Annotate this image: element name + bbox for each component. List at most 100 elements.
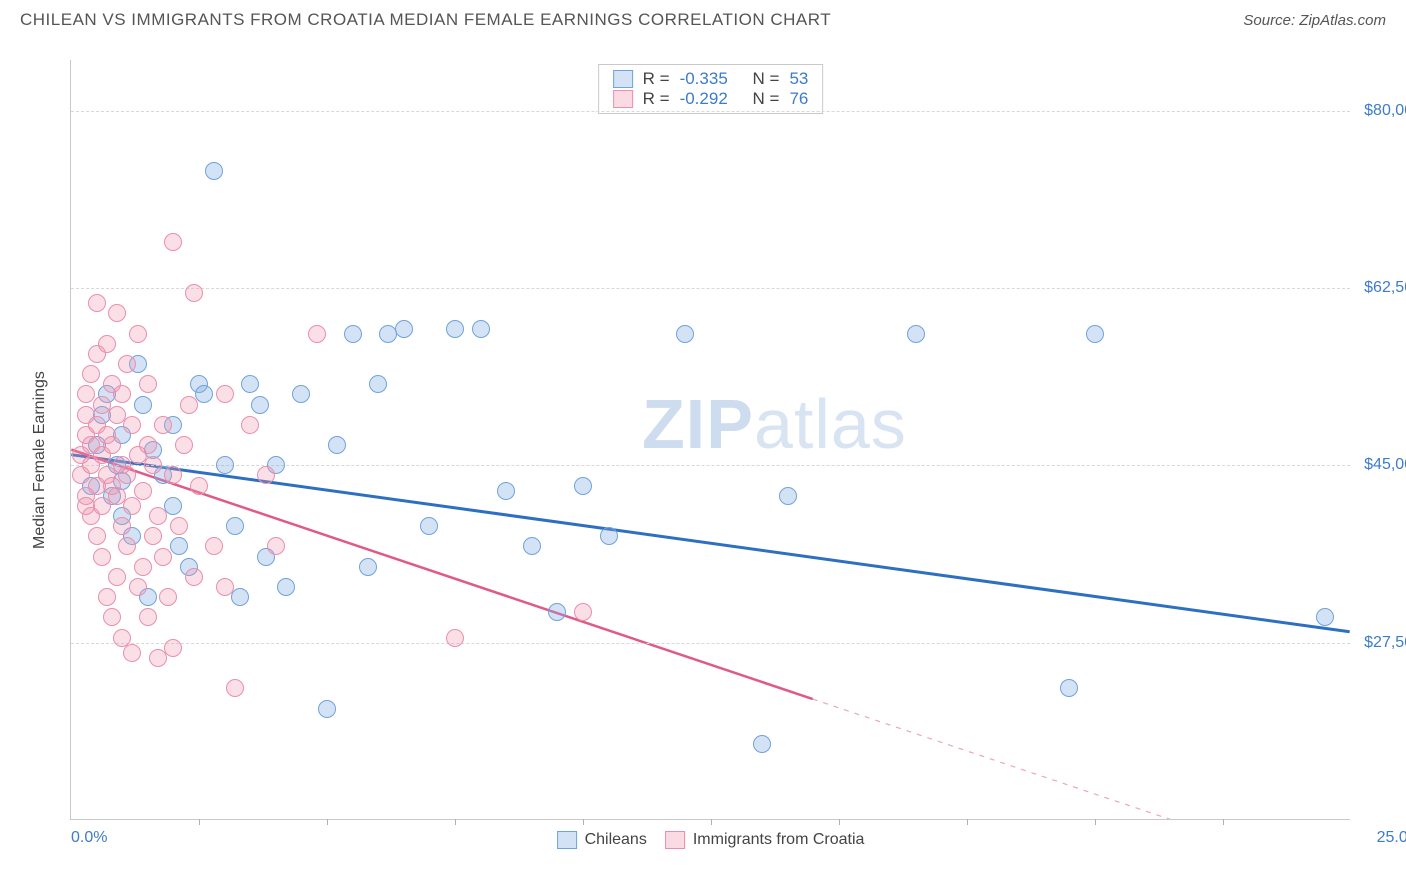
data-point — [118, 466, 136, 484]
gridline — [71, 288, 1350, 289]
data-point — [241, 416, 259, 434]
legend-row-1: R = -0.335 N = 53 — [613, 69, 809, 89]
swatch-pink — [613, 90, 633, 108]
data-point — [344, 325, 362, 343]
x-tick — [967, 819, 968, 825]
data-point — [118, 355, 136, 373]
watermark: ZIPatlas — [642, 384, 907, 464]
data-point — [139, 608, 157, 626]
data-point — [134, 558, 152, 576]
data-point — [164, 466, 182, 484]
data-point — [318, 700, 336, 718]
data-point — [88, 294, 106, 312]
swatch-blue — [613, 70, 633, 88]
data-point — [216, 578, 234, 596]
data-point — [216, 456, 234, 474]
data-point — [548, 603, 566, 621]
gridline — [71, 111, 1350, 112]
data-point — [1060, 679, 1078, 697]
data-point — [88, 527, 106, 545]
data-point — [139, 436, 157, 454]
data-point — [113, 385, 131, 403]
swatch-pink — [665, 831, 685, 849]
data-point — [446, 629, 464, 647]
source-label: Source: ZipAtlas.com — [1243, 12, 1386, 29]
x-axis-min-label: 0.0% — [71, 829, 107, 847]
data-point — [93, 548, 111, 566]
data-point — [118, 537, 136, 555]
y-tick-label: $45,000 — [1364, 456, 1406, 474]
data-point — [308, 325, 326, 343]
y-tick-label: $27,500 — [1364, 634, 1406, 652]
data-point — [195, 385, 213, 403]
swatch-blue — [557, 831, 577, 849]
x-tick — [1095, 819, 1096, 825]
data-point — [328, 436, 346, 454]
data-point — [907, 325, 925, 343]
data-point — [103, 436, 121, 454]
gridline — [71, 643, 1350, 644]
data-point — [108, 568, 126, 586]
x-tick — [455, 819, 456, 825]
x-axis-max-label: 25.0% — [1377, 829, 1406, 847]
data-point — [154, 416, 172, 434]
data-point — [103, 608, 121, 626]
data-point — [175, 436, 193, 454]
data-point — [123, 644, 141, 662]
data-point — [77, 497, 95, 515]
y-axis-title: Median Female Earnings — [31, 371, 49, 549]
x-tick — [1223, 819, 1224, 825]
data-point — [292, 385, 310, 403]
data-point — [446, 320, 464, 338]
data-point — [123, 497, 141, 515]
data-point — [1086, 325, 1104, 343]
data-point — [574, 603, 592, 621]
data-point — [159, 588, 177, 606]
chart-title: CHILEAN VS IMMIGRANTS FROM CROATIA MEDIA… — [20, 10, 831, 30]
data-point — [241, 375, 259, 393]
correlation-legend: R = -0.335 N = 53 R = -0.292 N = 76 — [598, 64, 824, 114]
data-point — [216, 385, 234, 403]
data-point — [113, 517, 131, 535]
data-point — [205, 162, 223, 180]
data-point — [170, 537, 188, 555]
data-point — [779, 487, 797, 505]
data-point — [523, 537, 541, 555]
x-tick — [711, 819, 712, 825]
chart-header: CHILEAN VS IMMIGRANTS FROM CROATIA MEDIA… — [0, 0, 1406, 36]
data-point — [190, 477, 208, 495]
data-point — [277, 578, 295, 596]
data-point — [82, 365, 100, 383]
data-point — [1316, 608, 1334, 626]
data-point — [108, 304, 126, 322]
data-point — [123, 416, 141, 434]
data-point — [129, 325, 147, 343]
data-point — [574, 477, 592, 495]
data-point — [129, 578, 147, 596]
data-point — [267, 537, 285, 555]
data-point — [226, 679, 244, 697]
data-point — [134, 482, 152, 500]
x-tick — [839, 819, 840, 825]
x-tick — [583, 819, 584, 825]
y-tick-label: $62,500 — [1364, 279, 1406, 297]
data-point — [185, 568, 203, 586]
data-point — [205, 537, 223, 555]
data-point — [753, 735, 771, 753]
data-point — [98, 335, 116, 353]
x-tick — [199, 819, 200, 825]
data-point — [472, 320, 490, 338]
data-point — [369, 375, 387, 393]
data-point — [359, 558, 377, 576]
data-point — [231, 588, 249, 606]
data-point — [420, 517, 438, 535]
data-point — [185, 284, 203, 302]
data-point — [149, 507, 167, 525]
series-legend: Chileans Immigrants from Croatia — [557, 831, 865, 849]
legend-row-2: R = -0.292 N = 76 — [613, 89, 809, 109]
data-point — [139, 375, 157, 393]
data-point — [395, 320, 413, 338]
legend-item-2: Immigrants from Croatia — [665, 831, 865, 849]
data-point — [134, 396, 152, 414]
data-point — [676, 325, 694, 343]
